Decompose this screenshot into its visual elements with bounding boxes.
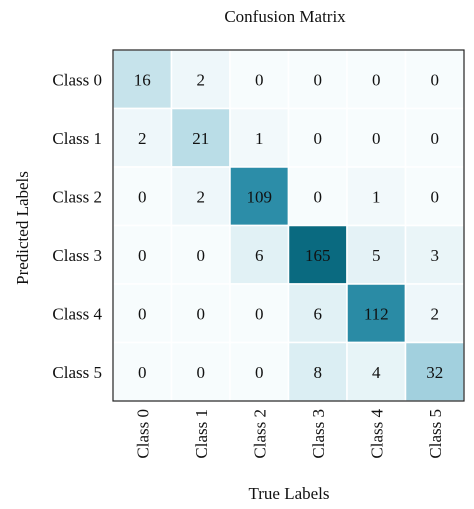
cell-value-label: 0 bbox=[138, 187, 147, 206]
cell-value-label: 2 bbox=[431, 304, 440, 323]
x-tick-label: Class 5 bbox=[426, 409, 445, 459]
cell-value-label: 6 bbox=[314, 304, 323, 323]
cell-value-label: 2 bbox=[197, 70, 206, 89]
cell-value-label: 0 bbox=[314, 70, 323, 89]
heatmap-cell bbox=[287, 107, 348, 168]
x-tick-label: Class 3 bbox=[309, 409, 328, 459]
cell-value-label: 0 bbox=[197, 363, 206, 382]
x-axis-label: True Labels bbox=[248, 484, 329, 503]
heatmap-cell bbox=[170, 107, 231, 168]
y-tick-label: Class 4 bbox=[52, 304, 102, 323]
cell-value-label: 2 bbox=[197, 187, 206, 206]
cell-value-label: 0 bbox=[314, 187, 323, 206]
x-tick-label: Class 1 bbox=[192, 409, 211, 459]
cell-value-label: 1 bbox=[372, 187, 381, 206]
heatmap-cell bbox=[170, 166, 231, 227]
heatmap-cell bbox=[112, 341, 173, 402]
cell-value-label: 8 bbox=[314, 363, 323, 382]
cell-value-label: 0 bbox=[431, 70, 440, 89]
plot-border bbox=[112, 49, 465, 402]
cell-value-label: 5 bbox=[372, 246, 381, 265]
cell-value-label: 21 bbox=[192, 129, 209, 148]
heatmap-cell bbox=[346, 224, 407, 285]
heatmap-cells bbox=[112, 49, 465, 402]
cell-value-label: 0 bbox=[314, 129, 323, 148]
heatmap-cell bbox=[404, 341, 465, 402]
cell-value-label: 0 bbox=[431, 187, 440, 206]
cell-value-label: 0 bbox=[255, 304, 264, 323]
heatmap-cell bbox=[346, 166, 407, 227]
y-axis-label: Predicted Labels bbox=[13, 171, 32, 285]
y-tick-label: Class 5 bbox=[52, 363, 102, 382]
heatmap-cell bbox=[404, 166, 465, 227]
heatmap-cell bbox=[404, 107, 465, 168]
cell-value-label: 0 bbox=[372, 129, 381, 148]
y-tick-label: Class 1 bbox=[52, 129, 102, 148]
y-tick-label: Class 2 bbox=[52, 187, 102, 206]
cell-value-label: 3 bbox=[431, 246, 440, 265]
heatmap-cell bbox=[346, 283, 407, 344]
y-tick-label: Class 3 bbox=[52, 246, 102, 265]
heatmap-cell bbox=[112, 224, 173, 285]
heatmap-cell bbox=[287, 283, 348, 344]
cell-value-label: 0 bbox=[138, 363, 147, 382]
cell-value-labels: 16 2 0 0 0 0 2 21 1 0 0 0 0 2 109 0 1 0 0 0 6 165 5 3 0 0 0 6 112 2 0 0… bbox=[134, 70, 444, 382]
cell-value-label: 6 bbox=[255, 246, 264, 265]
cell-value-label: 0 bbox=[197, 304, 206, 323]
heatmap-cell bbox=[404, 49, 465, 110]
cell-value-label: 0 bbox=[138, 304, 147, 323]
heatmap-cell bbox=[229, 224, 290, 285]
x-tick-label: Class 4 bbox=[367, 409, 386, 459]
cell-value-label: 0 bbox=[255, 363, 264, 382]
chart-title: Confusion Matrix bbox=[224, 7, 346, 26]
cell-value-label: 32 bbox=[426, 363, 443, 382]
cell-value-label: 0 bbox=[431, 129, 440, 148]
x-tick-label: Class 2 bbox=[250, 409, 269, 459]
heatmap-cell bbox=[287, 166, 348, 227]
heatmap-cell bbox=[229, 283, 290, 344]
heatmap-cell bbox=[287, 224, 348, 285]
cell-value-label: 165 bbox=[305, 246, 331, 265]
cell-value-label: 2 bbox=[138, 129, 147, 148]
y-tick-label: Class 0 bbox=[52, 70, 102, 89]
x-tick-labels: Class 0 Class 1 Class 2 Class 3 Class 4 Class… bbox=[133, 409, 445, 459]
cell-value-label: 16 bbox=[134, 70, 151, 89]
cell-value-label: 0 bbox=[197, 246, 206, 265]
cell-value-label: 109 bbox=[247, 187, 273, 206]
cell-value-label: 0 bbox=[255, 70, 264, 89]
heatmap-cell bbox=[170, 224, 231, 285]
cell-value-label: 112 bbox=[364, 304, 389, 323]
cell-value-label: 0 bbox=[372, 70, 381, 89]
x-tick-label: Class 0 bbox=[133, 409, 152, 459]
cell-value-label: 0 bbox=[138, 246, 147, 265]
heatmap-cell bbox=[170, 49, 231, 110]
cell-value-label: 4 bbox=[372, 363, 381, 382]
cell-value-label: 1 bbox=[255, 129, 264, 148]
y-tick-labels: Class 0 Class 1 Class 2 Class 3 Class 4 Class… bbox=[52, 70, 102, 382]
